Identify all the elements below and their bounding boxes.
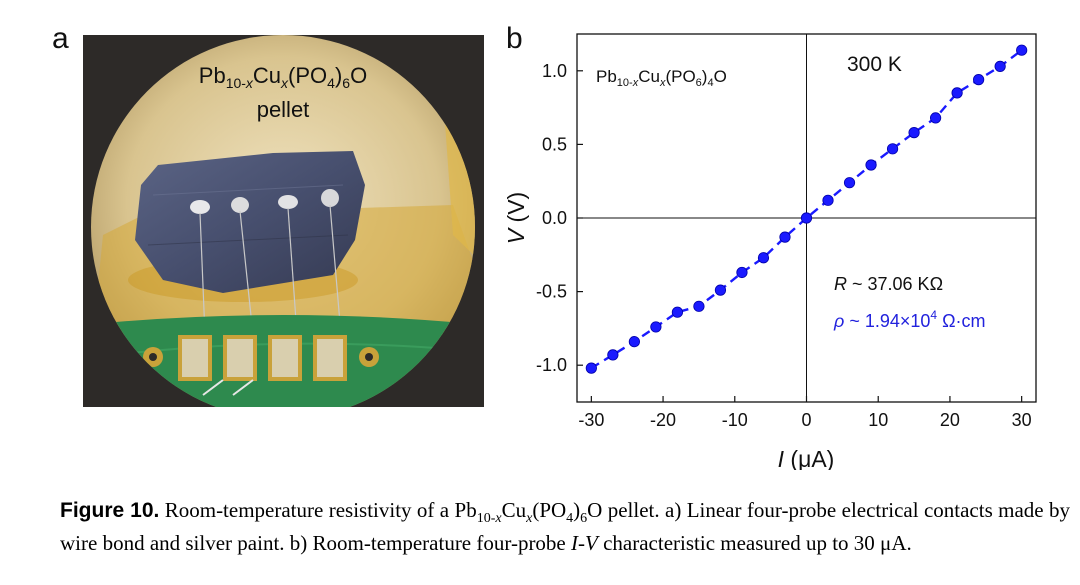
annotation-resistivity: ρ ~ 1.94×104 Ω·cm [833, 308, 986, 331]
data-point [671, 306, 684, 318]
x-tick-label: 20 [940, 410, 960, 430]
caption-text-5: O pellet. a) Linear four-probe electrica… [60, 498, 1071, 556]
data-point [585, 362, 597, 374]
x-tick-label: -10 [722, 410, 748, 430]
caption-figure-label: Figure 10. [60, 499, 160, 522]
data-point [800, 212, 813, 224]
data-point [994, 60, 1006, 72]
y-tick-label: -1.0 [536, 355, 567, 375]
y-tick-label: -0.5 [536, 282, 567, 302]
data-point [973, 74, 985, 86]
caption-text-2: Cu [501, 498, 527, 522]
data-point [607, 349, 619, 361]
annotation-resistance: R ~ 37.06 KΩ [834, 274, 943, 294]
y-tick-label: 1.0 [542, 61, 567, 81]
photo-label-pellet: pellet [257, 97, 310, 122]
pellet-photo: Pb10-xCux(PO4)6O pellet [83, 35, 484, 407]
data-point [1016, 44, 1028, 56]
caption-sub-10: 10-x [476, 511, 502, 527]
annotation-formula: Pb10-xCux(PO6)4O [596, 67, 727, 89]
data-point [908, 127, 920, 139]
panel-b-label: b [506, 22, 523, 55]
data-point [628, 336, 640, 348]
x-tick-label: -20 [650, 410, 676, 430]
x-axis-label: I (μA) [778, 446, 835, 470]
data-point [650, 321, 662, 333]
data-point [822, 194, 834, 206]
caption-sub-4: 4 [566, 511, 574, 527]
caption-text-1: Room-temperature resistivity of a Pb [159, 498, 477, 522]
data-point [951, 87, 963, 99]
data-point [693, 300, 705, 312]
data-point [779, 231, 791, 243]
data-point [886, 143, 899, 155]
data-point [757, 252, 770, 264]
data-point [843, 177, 856, 189]
x-tick-label: 30 [1012, 410, 1032, 430]
y-tick-label: 0.5 [542, 134, 567, 154]
photo-label-formula: Pb10-xCux(PO4)6O [199, 63, 367, 91]
x-tick-label: 10 [868, 410, 888, 430]
y-tick-label: 0.0 [542, 208, 567, 228]
caption-text-6: characteristic measured up to 30 μA. [597, 531, 912, 556]
data-point [736, 266, 748, 279]
data-point [929, 112, 942, 124]
caption-iv: I-V [571, 531, 598, 556]
caption-text-4: ) [573, 498, 581, 522]
figure-caption: Figure 10. Room-temperature resistivity … [60, 498, 1070, 555]
x-tick-label: -30 [578, 410, 604, 430]
data-point [865, 159, 877, 171]
panel-a-label: a [52, 22, 69, 55]
x-tick-label: 0 [801, 410, 811, 430]
iv-chart: -30 -20 -10 0 10 20 30 -1.0 -0.5 0.0 0.5 1.0 Pb10-x… [503, 33, 1037, 470]
annotation-temperature: 300 K [847, 53, 902, 76]
caption-sub-6: 6 [580, 511, 588, 527]
data-point [714, 284, 727, 296]
caption-text-3: (PO [532, 498, 567, 522]
caption-sub-x: x [526, 511, 533, 527]
y-axis-label: V (V) [503, 192, 529, 244]
